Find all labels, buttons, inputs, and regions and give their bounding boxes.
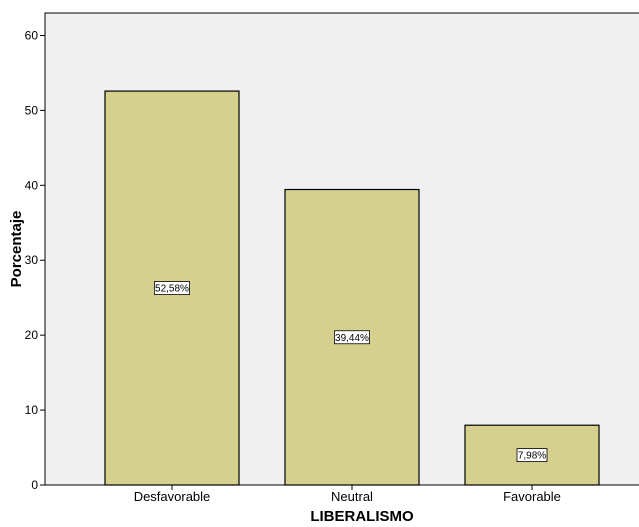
y-axis-title: Porcentaje <box>8 211 25 288</box>
data-label: 39,44% <box>335 333 369 344</box>
data-label-box <box>153 281 190 295</box>
y-tick-label: 10 <box>25 403 39 417</box>
y-tick-label: 20 <box>25 328 39 342</box>
data-label: 7,98% <box>518 451 546 462</box>
x-tick-label-desfavorable: Desfavorable <box>134 489 211 504</box>
data-label-box <box>333 330 370 345</box>
x-axis-title: LIBERALISMO <box>310 508 414 525</box>
x-tick-label-neutral: Neutral <box>331 489 373 504</box>
y-tick-label: 60 <box>25 28 39 42</box>
y-tick-label: 0 <box>31 478 38 492</box>
x-tick-label-favorable: Favorable <box>503 489 561 504</box>
x-axis: Desfavorable Neutral Favorable <box>134 485 561 504</box>
y-tick-label: 40 <box>25 178 39 192</box>
y-axis: 0 10 20 30 40 50 60 <box>25 28 45 492</box>
y-tick-label: 30 <box>25 253 39 267</box>
data-label: 52,58% <box>155 284 189 295</box>
y-tick-label: 50 <box>25 103 39 117</box>
data-label-box <box>516 448 548 463</box>
